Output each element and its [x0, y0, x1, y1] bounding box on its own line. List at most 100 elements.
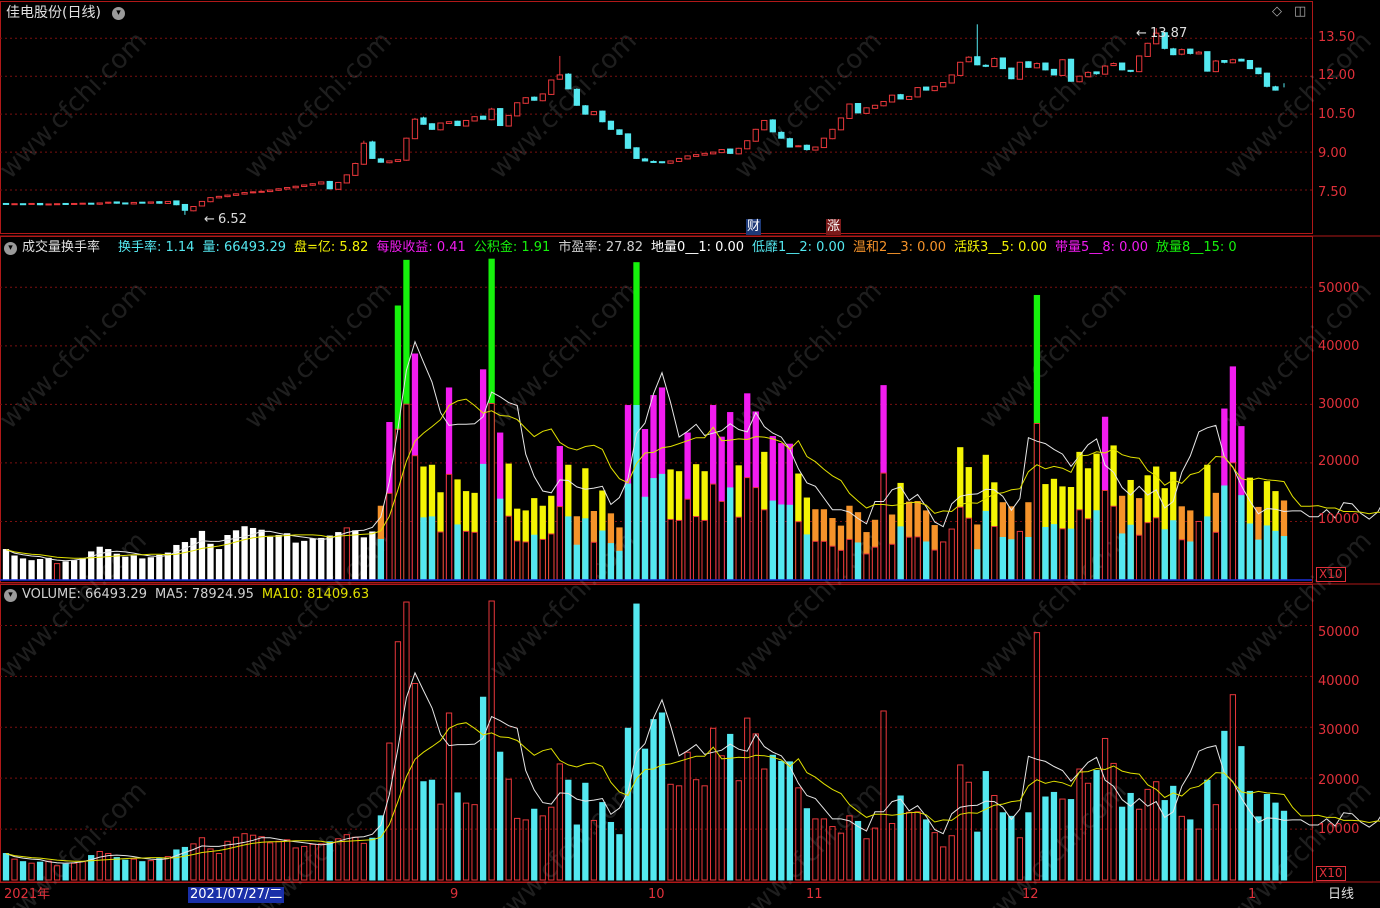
candlestick — [249, 191, 257, 194]
chevron-down-icon[interactable]: ▾ — [112, 7, 125, 20]
turnover-bar — [241, 526, 248, 581]
turnover-bar — [335, 532, 342, 581]
chevron-down-icon[interactable]: ▾ — [4, 589, 17, 602]
volume-bar — [684, 751, 691, 881]
volume-ma5-line — [5, 671, 1380, 864]
volume-bar — [53, 865, 61, 881]
turnover-bar-base — [1280, 536, 1288, 581]
turnover-indicator: 放量8__15: 0 — [1156, 240, 1237, 255]
volume-bar — [62, 863, 69, 881]
volume-bar — [820, 818, 828, 881]
turnover-bar-base — [692, 516, 700, 581]
candlestick — [53, 203, 61, 206]
candlestick — [343, 174, 350, 184]
turnover-bar-base — [769, 500, 776, 581]
period-label[interactable]: 日线 — [1328, 887, 1355, 902]
candlestick — [1195, 51, 1202, 55]
finance-marker[interactable]: 财 — [746, 219, 762, 235]
turnover-bar — [1195, 520, 1202, 581]
candlestick — [1246, 60, 1254, 70]
volume-bar — [1118, 806, 1126, 881]
volume-bar — [863, 838, 870, 881]
turnover-bar-base — [1144, 522, 1151, 581]
limit-up-marker[interactable]: 涨 — [826, 219, 842, 235]
turnover-bar-base — [837, 549, 845, 581]
candlestick — [863, 107, 870, 114]
volume-bar — [88, 855, 95, 881]
candlestick — [556, 55, 563, 80]
turnover-bar-base — [462, 530, 470, 581]
candlestick — [445, 121, 453, 125]
stock-title[interactable]: 佳电股份(日线) — [6, 5, 101, 21]
volume-bar — [914, 811, 921, 881]
volume-bar — [957, 764, 964, 881]
turnover-bar-base — [420, 517, 427, 581]
volume-bar — [735, 780, 742, 881]
volume-bar — [173, 849, 180, 881]
candlestick — [1178, 48, 1185, 56]
volume-bar — [1280, 810, 1288, 881]
candlestick — [514, 102, 521, 117]
volume-bar — [207, 848, 214, 881]
candlestick — [607, 120, 615, 130]
candlestick — [991, 57, 998, 68]
x-axis-label: 9 — [450, 887, 459, 902]
candlestick — [1229, 58, 1237, 64]
chevron-down-icon[interactable]: ▾ — [4, 242, 17, 255]
candlestick — [1144, 42, 1151, 57]
turnover-bar-base — [1059, 528, 1066, 581]
volume-bar — [343, 834, 350, 881]
price-tick: 9.00 — [1318, 146, 1347, 161]
candlestick — [96, 202, 103, 205]
volume-bar — [974, 831, 981, 881]
volume-bar — [454, 792, 461, 881]
turnover-bar-base — [684, 498, 691, 581]
turnover-bar-base — [897, 526, 904, 581]
turnover-bar-base — [488, 403, 495, 581]
volume-tick: 50000 — [1318, 625, 1360, 640]
turnover-bar-base — [710, 483, 717, 581]
candlestick — [369, 140, 376, 159]
turnover-bar — [1016, 530, 1024, 581]
candlestick — [846, 103, 853, 119]
volume-bar — [488, 600, 495, 881]
candlestick — [454, 120, 461, 127]
candlestick — [624, 133, 632, 149]
turnover-panel-title: 成交量换手率 — [22, 240, 101, 255]
candlestick — [428, 123, 436, 130]
turnover-bar — [198, 530, 206, 581]
volume-bar — [1067, 799, 1075, 881]
volume-bar — [1221, 730, 1228, 881]
candlestick — [931, 85, 938, 92]
volume-bar — [1144, 788, 1151, 881]
svg-text:www.cfchi.com: www.cfchi.com — [0, 26, 153, 185]
turnover-bar-base — [880, 472, 887, 581]
volume-bar — [940, 846, 947, 881]
turnover-bar-base — [1161, 529, 1168, 581]
volume-bar — [96, 850, 103, 881]
window-toggle-icon[interactable]: ◫ — [1294, 4, 1307, 19]
turnover-bar — [249, 527, 257, 581]
turnover-bar — [122, 556, 129, 581]
volume-bar — [761, 768, 768, 881]
volume-bar — [786, 761, 793, 881]
candlestick — [1067, 58, 1075, 82]
volume-bar — [1229, 694, 1237, 881]
volume-bar — [701, 785, 708, 881]
volume-bar — [215, 853, 223, 881]
turnover-bar — [369, 531, 376, 581]
turnover-bar — [284, 533, 291, 581]
candlestick — [1076, 75, 1083, 83]
turnover-bar — [45, 557, 52, 581]
candlestick — [1118, 62, 1126, 71]
candlestick — [130, 201, 137, 205]
volume-bar — [1153, 781, 1160, 881]
svg-text:www.cfchi.com: www.cfchi.com — [974, 26, 1133, 185]
turnover-tick: 30000 — [1318, 397, 1360, 412]
turnover-indicator: 换手率: 1.14 — [118, 240, 195, 255]
turnover-bar-base — [590, 541, 598, 581]
diamond-icon[interactable]: ◇ — [1272, 4, 1282, 19]
turnover-bar — [28, 560, 35, 581]
